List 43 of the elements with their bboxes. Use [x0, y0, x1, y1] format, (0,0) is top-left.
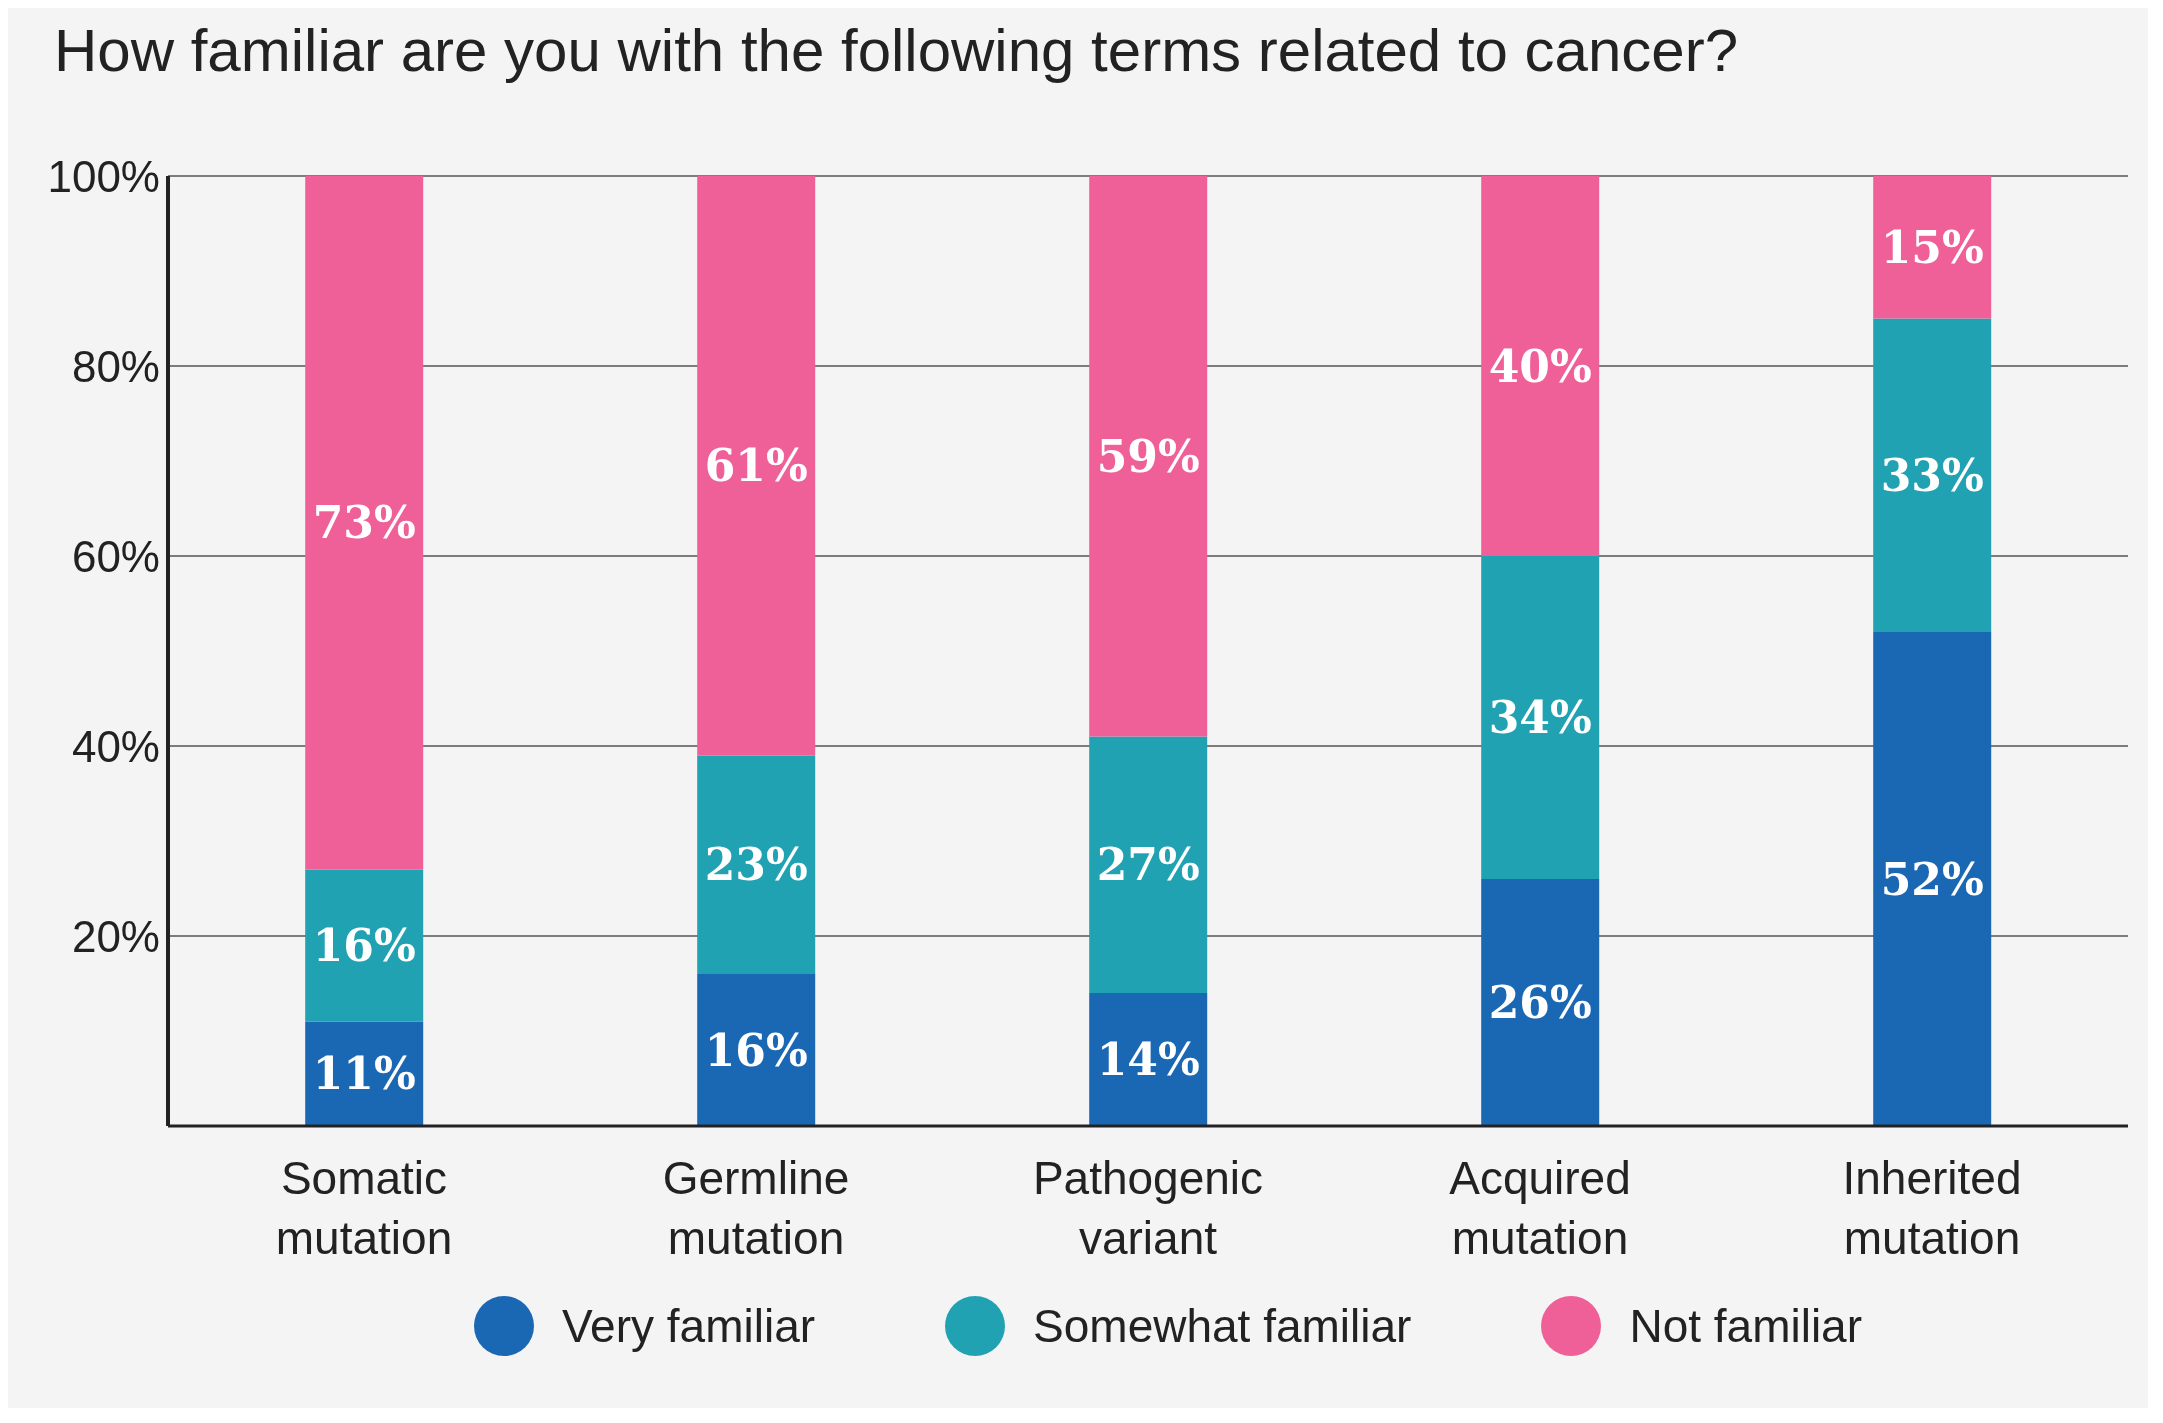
legend-label: Somewhat familiar	[1033, 1299, 1412, 1353]
data-label: 27%	[1096, 839, 1200, 891]
data-label: 40%	[1488, 340, 1592, 392]
bar	[1089, 176, 1208, 737]
bar	[1873, 318, 1992, 632]
bar	[305, 176, 424, 870]
bar	[697, 176, 816, 756]
x-tick-label: Germline mutation	[662, 1152, 850, 1264]
y-tick-label: 80%	[71, 341, 160, 391]
bar	[305, 869, 424, 1022]
data-label: 73%	[312, 497, 416, 549]
data-label: 11%	[312, 1048, 416, 1100]
data-label: 33%	[1880, 449, 1984, 501]
chart-title: How familiar are you with the following terms related to cancer?	[53, 16, 1740, 86]
bar	[1481, 176, 1600, 556]
bar	[1873, 176, 1992, 319]
data-label: 15%	[1880, 221, 1984, 273]
bar	[1089, 736, 1208, 993]
y-tick-label: 60%	[71, 531, 160, 581]
data-label: 26%	[1488, 977, 1592, 1028]
bar	[1481, 556, 1600, 879]
data-label: 59%	[1096, 430, 1200, 482]
y-tick-label: 100%	[47, 151, 160, 201]
bar	[1873, 632, 1992, 1126]
bar	[1481, 879, 1600, 1126]
x-tick-label: Pathogenic variant	[1032, 1152, 1264, 1264]
data-label: 23%	[704, 839, 808, 891]
x-tick-label: Somatic mutation	[275, 1152, 453, 1264]
bar	[1089, 993, 1208, 1126]
y-tick-label: 40%	[71, 721, 160, 771]
data-label: 34%	[1488, 692, 1592, 743]
data-label: 16%	[312, 920, 416, 971]
bar	[697, 755, 816, 974]
data-label: 16%	[704, 1024, 808, 1076]
legend-label: Not familiar	[1629, 1299, 1863, 1353]
x-tick-label: Acquired mutation	[1449, 1152, 1631, 1264]
data-label: 52%	[1880, 853, 1984, 905]
x-tick-label: Inherited mutation	[1842, 1152, 2022, 1264]
legend-label: Very familiar	[561, 1299, 816, 1353]
data-label: 61%	[704, 440, 808, 492]
bar	[697, 974, 816, 1126]
data-label: 14%	[1096, 1034, 1200, 1085]
y-tick-label: 20%	[71, 911, 160, 961]
